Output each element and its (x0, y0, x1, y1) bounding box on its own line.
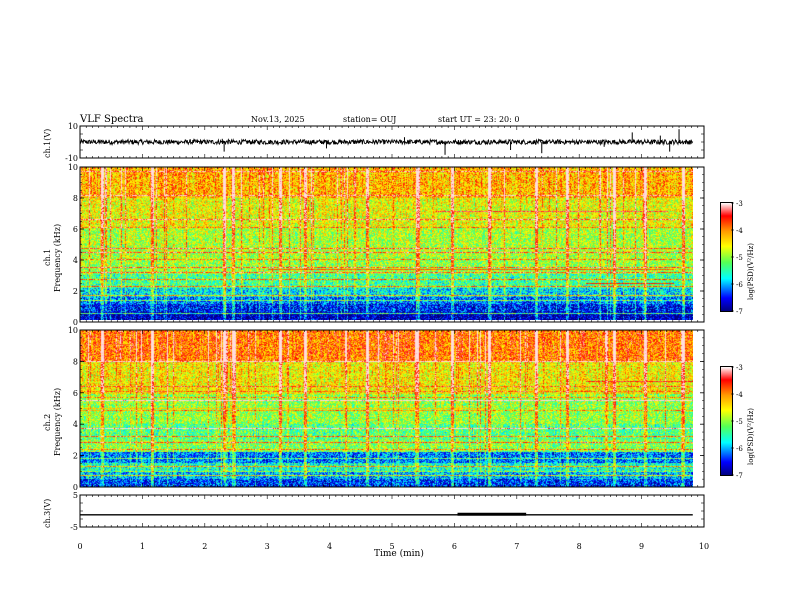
colorbar-tick-label: -7 (736, 308, 743, 316)
y-tick-label: 0 (73, 483, 78, 492)
y-tick-label: 4 (73, 256, 78, 265)
panel-frame-2 (79, 166, 705, 323)
panel-frame-3 (79, 329, 705, 488)
x-tick-label: 5 (389, 542, 394, 551)
y-tick-label: 8 (73, 194, 78, 203)
chart-title: VLF Spectra (80, 114, 144, 125)
date-label: Nov.13, 2025 (251, 115, 305, 124)
y-tick-label: 2 (73, 452, 78, 461)
colorbar-tick-label: -3 (736, 364, 743, 372)
x-tick-label: 10 (699, 542, 709, 551)
y-tick-label: 10 (68, 122, 78, 131)
x-tick-label: 8 (577, 542, 582, 551)
colorbar-tick-label: -6 (736, 281, 743, 289)
colorbar-tick-label: -5 (736, 254, 743, 262)
y-tick-label: 6 (73, 389, 78, 398)
x-tick-label: 0 (77, 542, 82, 551)
y-tick-label: 0 (73, 318, 78, 327)
x-tick-label: 3 (265, 542, 270, 551)
x-tick-label: 1 (140, 542, 145, 551)
ch1-waveform-line (79, 137, 694, 147)
start-time-label: start UT = 23: 20: 0 (438, 115, 520, 124)
x-tick-label: 4 (327, 542, 332, 551)
y-tick-label: -10 (65, 154, 78, 163)
y-tick-label: 5 (73, 491, 78, 500)
y-tick-label: 8 (73, 357, 78, 366)
y-tick-label: 4 (73, 420, 78, 429)
x-tick-label: 7 (514, 542, 519, 551)
colorbar-tick-label: -3 (736, 200, 743, 208)
y-tick-label: -5 (70, 523, 78, 532)
station-label: station= OUJ (343, 115, 397, 124)
y-tick-label: 6 (73, 225, 78, 234)
colorbar-tick-label: -5 (736, 418, 743, 426)
x-axis-label: Time (min) (374, 549, 424, 559)
colorbar-tick-label: -4 (736, 391, 743, 399)
y-tick-label: 10 (68, 326, 78, 335)
ch2-spectrogram (80, 330, 693, 487)
y-tick-label: 10 (68, 163, 78, 172)
colorbar-tick-label: -7 (736, 472, 743, 480)
colorbar-tick-label: -4 (736, 227, 743, 235)
ch1-spectrogram (80, 167, 693, 320)
x-tick-label: 2 (202, 542, 207, 551)
panel-frame-4 (79, 494, 705, 528)
x-tick-label: 9 (639, 542, 644, 551)
colorbar-tick-label: -6 (736, 445, 743, 453)
x-tick-label: 6 (452, 542, 457, 551)
y-tick-label: 2 (73, 287, 78, 296)
